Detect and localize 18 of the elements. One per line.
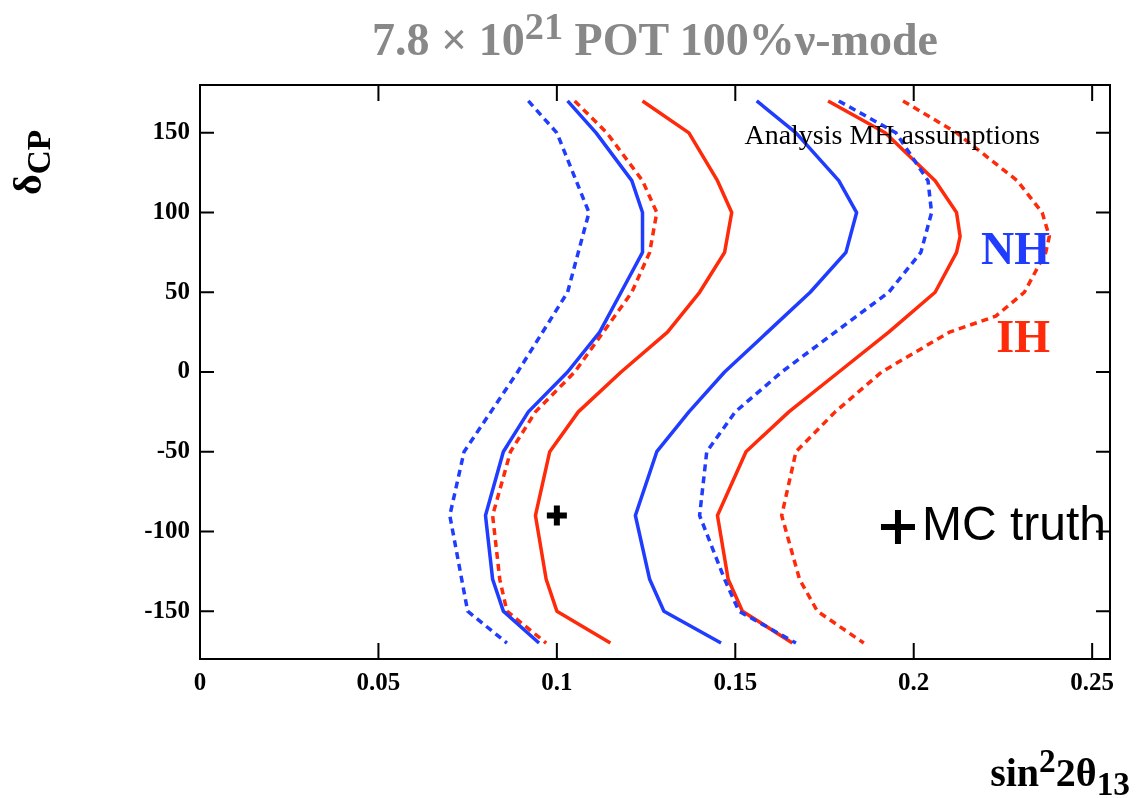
x-tick-label: 0.25: [1070, 668, 1115, 696]
y-tick-label: -50: [156, 436, 190, 464]
x-tick-label: 0.1: [541, 668, 573, 696]
y-tick-label: -100: [144, 515, 190, 543]
x-tick-label: 0.15: [713, 668, 758, 696]
x-tick-label: 0.2: [898, 668, 930, 696]
text: NH: [981, 222, 1051, 274]
y-tick-label: 100: [152, 197, 190, 225]
y-tick-label: 150: [152, 117, 190, 145]
y-tick-label: 50: [165, 276, 190, 304]
y-tick-label: 0: [177, 356, 190, 384]
x-axis-title: sin$^{2}$2θ$_{13}$: [990, 742, 1130, 798]
text: IH: [996, 310, 1051, 362]
x-tick-label: 0.05: [356, 668, 401, 696]
chart-title: 7.8 × 10$^{21}$ POT 100%ν-mode: [371, 4, 939, 67]
legend-label: MC truth: [921, 497, 1106, 551]
y-tick-label: -150: [144, 595, 190, 623]
x-tick-label: 0: [193, 668, 207, 696]
